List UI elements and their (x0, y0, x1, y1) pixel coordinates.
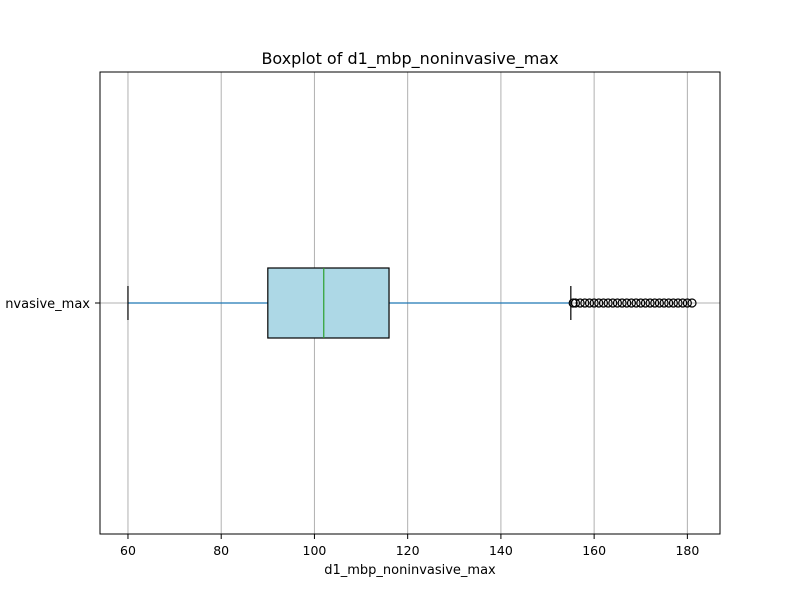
outlier-point (636, 298, 646, 308)
outlier-point (640, 298, 651, 308)
outlier-point (598, 298, 609, 308)
outlier-point (594, 298, 604, 308)
outlier-point (687, 298, 697, 308)
x-tick-label: 180 (675, 543, 699, 558)
outlier-point (664, 298, 674, 308)
x-axis-label: d1_mbp_noninvasive_max (324, 563, 496, 578)
outlier-point (631, 298, 641, 308)
outlier-point (626, 298, 637, 308)
x-tick-label: 80 (213, 543, 229, 558)
outlier-point (589, 298, 599, 308)
outlier-point (645, 298, 655, 308)
outlier-point (682, 298, 692, 308)
outlier-point (654, 298, 664, 308)
iqr-box (267, 267, 390, 339)
outlier-point (617, 298, 627, 308)
x-axis-ticks: 60 80 100 120 140 160 180 (95, 302, 699, 558)
x-tick-label: 140 (489, 543, 513, 558)
box-plot (127, 267, 697, 339)
outlier-point (580, 298, 590, 308)
outlier-point (673, 298, 683, 308)
x-tick-label: 120 (396, 543, 420, 558)
chart-title: Boxplot of d1_mbp_noninvasive_max (261, 49, 558, 69)
outlier-point (612, 298, 623, 308)
x-tick-label: 160 (582, 543, 606, 558)
outlier-point (568, 298, 578, 308)
outlier-point (650, 298, 660, 308)
outlier-point (622, 298, 632, 308)
outlier-point (584, 298, 595, 308)
outlier-point (668, 298, 678, 308)
y-category-label: nvasive_max (5, 297, 90, 312)
x-tick-label: 100 (303, 543, 327, 558)
outlier-point (678, 298, 688, 308)
x-tick-label: 60 (120, 543, 136, 558)
outlier-point (608, 298, 618, 308)
outlier-point (570, 298, 581, 308)
outlier-point (659, 298, 669, 308)
outlier-point (603, 298, 613, 308)
outlier-point (575, 298, 585, 308)
